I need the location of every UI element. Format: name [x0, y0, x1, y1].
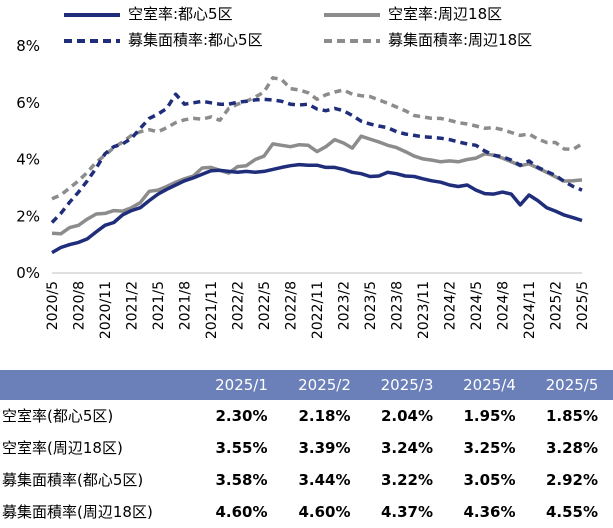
x-tick-label: 2024/2: [443, 281, 459, 330]
legend-swatch-solid-navy: [64, 13, 120, 17]
table-header-cell: 2025/5: [531, 370, 613, 400]
x-tick-label: 2023/11: [416, 281, 432, 339]
legend-swatch-solid-gray: [324, 13, 380, 17]
table-cell: 4.55%: [531, 495, 613, 528]
x-tick-label: 2020/11: [98, 281, 114, 339]
table-cell: 3.22%: [366, 463, 448, 496]
line-chart: 0% 2% 4% 6% 8% 2020/5 2020/8 2020/11 2021/2 2021/…: [16, 37, 591, 339]
x-tick-label: 2023/8: [390, 281, 406, 330]
table-header-cell: 2025/1: [200, 370, 283, 400]
legend-label: 空室率:周辺18区: [388, 5, 503, 23]
x-tick-label: 2024/8: [496, 281, 512, 330]
series-line-4: [51, 76, 583, 201]
table-header-row: 2025/1 2025/2 2025/3 2025/4 2025/5: [0, 370, 613, 400]
table-cell: 3.44%: [283, 463, 366, 496]
legend-item-listing-peripheral: 募集面積率:周辺18区: [322, 30, 582, 50]
x-tick-label: 2021/5: [151, 281, 167, 330]
x-tick-label: 2020/8: [72, 281, 88, 330]
table-cell: 3.28%: [531, 431, 613, 464]
table-row: 募集面積率(都心5区) 3.58% 3.44% 3.22% 3.05% 2.92…: [0, 463, 613, 496]
table-row: 空室率(都心5区) 2.30% 2.18% 2.04% 1.95% 1.85%: [0, 400, 613, 432]
row-label: 募集面積率(都心5区): [0, 463, 200, 496]
row-label: 募集面積率(周辺18区): [0, 495, 200, 528]
legend-item-vacancy-central: 空室率:都心5区: [62, 4, 272, 24]
table-cell: 4.37%: [366, 495, 448, 528]
table-header-cell: 2025/2: [283, 370, 366, 400]
legend-label: 募集面積率:周辺18区: [388, 31, 533, 49]
table-cell: 1.95%: [448, 400, 531, 432]
table-header-cell: 2025/4: [448, 370, 531, 400]
x-tick-label: 2025/5: [575, 281, 591, 330]
table-cell: 2.04%: [366, 400, 448, 432]
x-tick-label: 2021/8: [178, 281, 194, 330]
x-tick-label: 2023/5: [363, 281, 379, 330]
table-cell: 3.58%: [200, 463, 283, 496]
table-cell: 2.92%: [531, 463, 613, 496]
x-tick-label: 2023/2: [337, 281, 353, 330]
x-tick-label: 2022/2: [231, 281, 247, 330]
table-cell: 3.39%: [283, 431, 366, 464]
legend-item-vacancy-peripheral: 空室率:周辺18区: [322, 4, 552, 24]
table-row: 募集面積率(周辺18区) 4.60% 4.60% 4.37% 4.36% 4.5…: [0, 495, 613, 528]
series-line-2: [51, 134, 583, 236]
chart-plot-area: [50, 76, 583, 255]
table-cell: 3.05%: [448, 463, 531, 496]
chart-legend: 空室率:都心5区 空室率:周辺18区 募集面積率:都心5区 募集面積率:周辺18…: [0, 0, 613, 56]
table-header-cell: [0, 370, 200, 400]
x-tick-label: 2024/11: [522, 281, 538, 339]
y-tick-label: 8%: [16, 37, 40, 55]
row-label: 空室率(周辺18区): [0, 431, 200, 464]
legend-swatch-dashed-gray: [324, 39, 380, 43]
x-tick-label: 2022/8: [284, 281, 300, 330]
row-label: 空室率(都心5区): [0, 400, 200, 432]
table-cell: 3.25%: [448, 431, 531, 464]
legend-item-listing-central: 募集面積率:都心5区: [62, 30, 302, 50]
y-tick-label: 0%: [16, 264, 40, 282]
table-cell: 1.85%: [531, 400, 613, 432]
table-cell: 3.55%: [200, 431, 283, 464]
legend-label: 募集面積率:都心5区: [128, 31, 263, 49]
x-tick-label: 2022/5: [257, 281, 273, 330]
legend-label: 空室率:都心5区: [128, 5, 233, 23]
table-cell: 3.24%: [366, 431, 448, 464]
table-header-cell: 2025/3: [366, 370, 448, 400]
table-cell: 2.18%: [283, 400, 366, 432]
x-tick-label: 2021/2: [125, 281, 141, 330]
data-table: 2025/1 2025/2 2025/3 2025/4 2025/5 空室率(都…: [0, 370, 613, 528]
y-tick-label: 6%: [16, 94, 40, 112]
x-tick-label: 2025/2: [549, 281, 565, 330]
series-line-1: [51, 162, 583, 255]
legend-swatch-dashed-navy: [64, 39, 120, 43]
table-cell: 4.60%: [200, 495, 283, 528]
series-line-3: [50, 92, 583, 224]
x-tick-label: 2021/11: [204, 281, 220, 339]
table-cell: 4.60%: [283, 495, 366, 528]
x-tick-label: 2022/11: [310, 281, 326, 339]
table-row: 空室率(周辺18区) 3.55% 3.39% 3.24% 3.25% 3.28%: [0, 431, 613, 464]
y-tick-label: 2%: [16, 207, 40, 225]
y-tick-label: 4%: [16, 151, 40, 169]
table-cell: 2.30%: [200, 400, 283, 432]
table-cell: 4.36%: [448, 495, 531, 528]
x-tick-label: 2024/5: [469, 281, 485, 330]
chart-axes: 0% 2% 4% 6% 8% 2020/5 2020/8 2020/11 2021/2 2021/…: [16, 37, 591, 339]
x-tick-label: 2020/5: [45, 281, 61, 330]
